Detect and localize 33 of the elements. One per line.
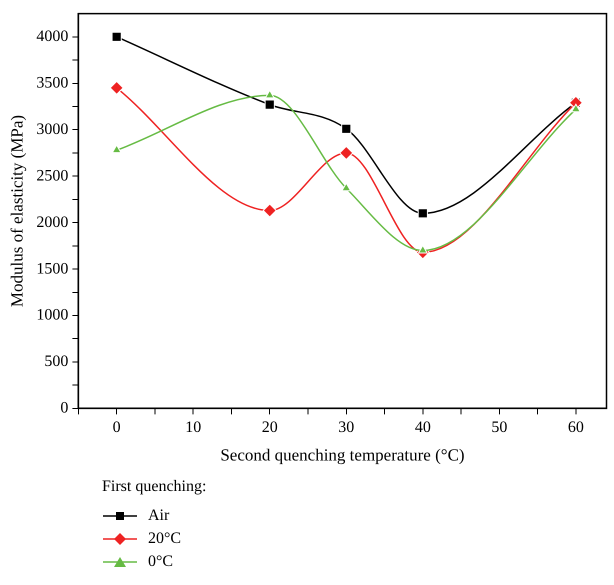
y-tick-label: 3500 <box>36 74 68 92</box>
x-tick-label: 30 <box>338 419 354 436</box>
point <box>341 124 352 134</box>
x-tick-label: 20 <box>262 419 278 436</box>
legend-label: 20°C <box>148 530 182 548</box>
y-tick-label: 2500 <box>36 167 68 184</box>
point <box>262 204 277 218</box>
y-tick-label: 1500 <box>36 260 68 278</box>
x-tick-label: 10 <box>185 419 202 436</box>
x-tick-label: 40 <box>414 419 431 436</box>
x-axis-title: Second quenching temperature (°C) <box>220 445 465 464</box>
point <box>264 100 275 110</box>
point <box>418 208 428 218</box>
point <box>112 144 122 154</box>
point <box>571 104 581 112</box>
legend-title: First quenching: <box>102 478 206 497</box>
point <box>112 32 122 42</box>
y-tick-label: 3000 <box>36 120 68 138</box>
legend-label: Air <box>148 506 170 524</box>
point <box>341 182 352 192</box>
x-tick-label: 50 <box>491 419 508 436</box>
y-tick-label: 1000 <box>36 306 68 324</box>
y-tick-label: 2000 <box>36 214 68 231</box>
point <box>264 90 275 98</box>
x-tick-label: 60 <box>568 419 584 436</box>
point <box>110 80 124 95</box>
y-axis-title: Modulus of elasticity (MPa) <box>8 114 27 308</box>
legend-label: 0°C <box>148 552 174 570</box>
x-tick-label: 0 <box>112 419 121 436</box>
y-tick-label: 0 <box>60 400 68 417</box>
y-tick-label: 4000 <box>36 28 68 46</box>
point <box>339 146 354 160</box>
y-tick-label: 500 <box>44 353 68 370</box>
